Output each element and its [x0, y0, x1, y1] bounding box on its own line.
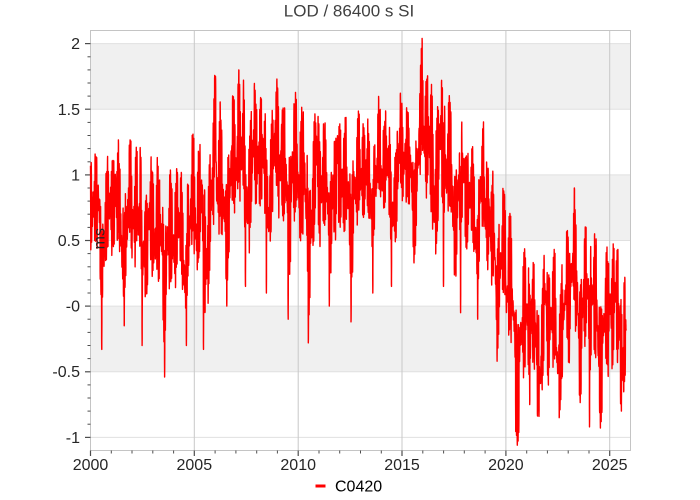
svg-text:1: 1 — [71, 167, 80, 184]
svg-text:2000: 2000 — [73, 457, 109, 474]
svg-text:2015: 2015 — [384, 457, 420, 474]
svg-text:-1: -1 — [66, 430, 80, 447]
svg-text:0.5: 0.5 — [58, 233, 80, 250]
svg-text:2020: 2020 — [488, 457, 524, 474]
svg-text:1.5: 1.5 — [58, 102, 80, 119]
svg-text:C0420: C0420 — [335, 479, 382, 496]
svg-text:2005: 2005 — [177, 457, 213, 474]
svg-text:2: 2 — [71, 36, 80, 53]
svg-text:2025: 2025 — [592, 457, 628, 474]
svg-text:ms: ms — [92, 228, 109, 249]
svg-text:-0: -0 — [66, 299, 80, 316]
svg-text:2010: 2010 — [280, 457, 316, 474]
svg-text:-0.5: -0.5 — [52, 364, 80, 381]
svg-text:LOD / 86400 s SI: LOD / 86400 s SI — [284, 2, 414, 21]
